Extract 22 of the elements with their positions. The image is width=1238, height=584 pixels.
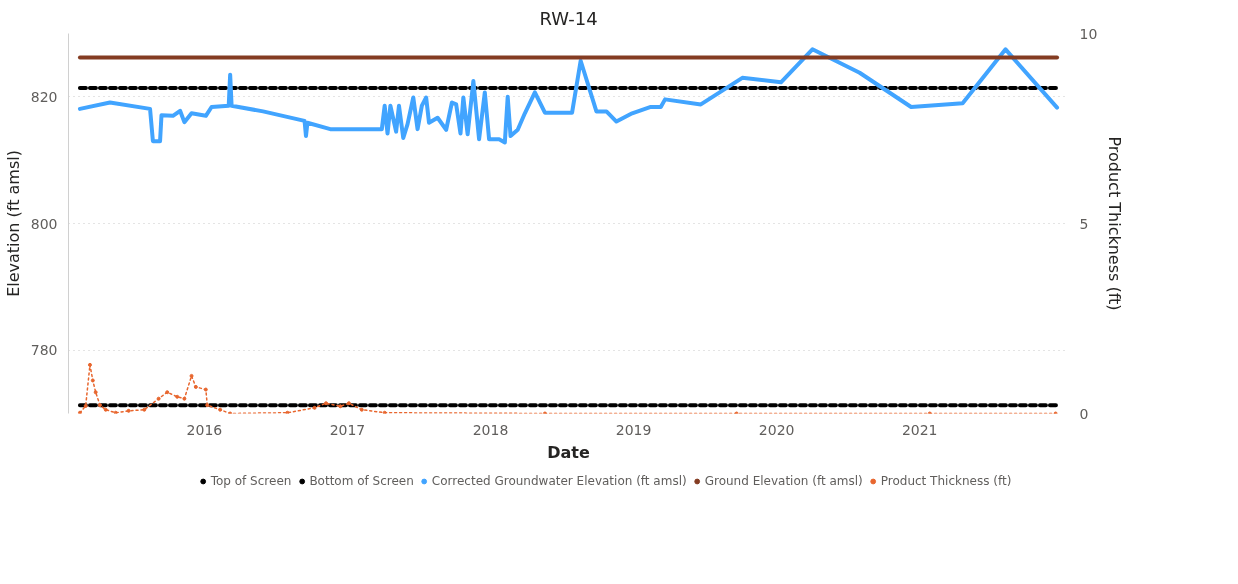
x-axis-title: Date [547,442,590,462]
y-tick-label: 820 [30,88,58,105]
legend-label: Ground Elevation (ft amsl) [704,474,863,488]
y-tick-label: 800 [30,215,58,232]
y2-axis-title: Product Thickness (ft) [1105,136,1125,311]
line-series [77,47,1060,145]
x-tick-label: 2016 [186,421,223,438]
legend-label: Product Thickness (ft) [880,474,1012,488]
legend-label: Top of Screen [210,474,292,488]
chart-title: RW-14 [539,7,598,29]
x-tick-label: 2018 [472,421,509,438]
x-tick-label: 2017 [329,421,366,438]
legend-label: Bottom of Screen [309,474,414,488]
y2-tick-label: 10 [1079,25,1098,42]
x-tick-label: 2021 [901,421,938,438]
y-tick-label: 780 [30,342,58,359]
legend-label: Corrected Groundwater Elevation (ft amsl) [431,474,687,488]
x-tick-label: 2019 [615,421,652,438]
y2-tick-label: 0 [1079,405,1089,422]
y2-tick-label: 5 [1079,215,1089,232]
x-tick-label: 2020 [758,421,795,438]
y-axis-title: Elevation (ft amsl) [3,150,23,297]
